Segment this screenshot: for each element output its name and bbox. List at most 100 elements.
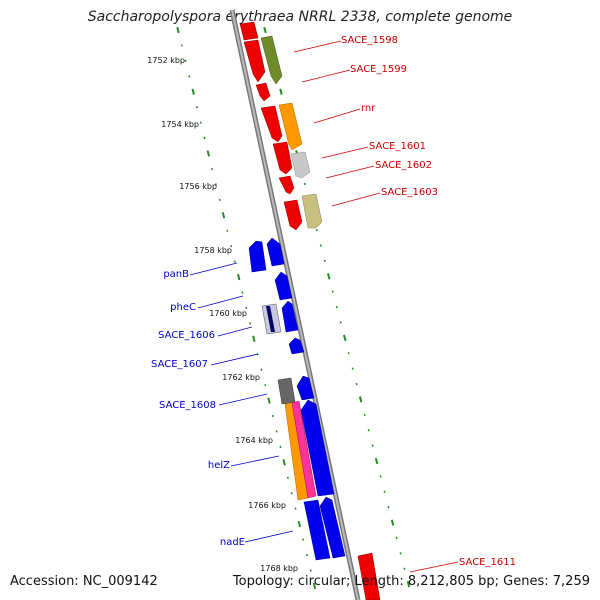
gene-feature[interactable]	[255, 82, 271, 102]
gene-feature[interactable]	[357, 552, 381, 600]
minor-tick	[214, 183, 217, 186]
minor-tick	[264, 384, 267, 387]
minor-tick	[303, 182, 306, 186]
minor-tick	[302, 538, 305, 541]
minor-tick	[347, 352, 350, 355]
minor-tick	[241, 291, 244, 294]
major-tick	[221, 212, 226, 219]
gene-feature[interactable]	[283, 199, 303, 231]
reverse-gene-labels: panB pheC SACE_1606 SACE_1607 SACE_1608 …	[151, 262, 294, 548]
gene-feature[interactable]	[243, 39, 266, 83]
forward-gene-labels: SACE_1598 SACE_1599 rnr SACE_1601 SACE_1…	[293, 35, 516, 573]
gene-feature[interactable]	[266, 237, 285, 267]
minor-tick	[315, 228, 318, 232]
ruler-label-1766: 1766 kbp	[248, 501, 286, 510]
minor-tick	[294, 507, 297, 510]
minor-tick	[367, 429, 370, 432]
ruler-label-1764: 1764 kbp	[235, 436, 273, 445]
ruler-label-1768: 1768 kbp	[260, 564, 298, 573]
reverse-strand-features	[248, 237, 346, 561]
gene-label-sace-1606[interactable]: SACE_1606	[158, 330, 215, 341]
ruler-label-1760: 1760 kbp	[209, 309, 247, 318]
minor-tick	[399, 552, 402, 555]
minor-tick	[363, 413, 366, 416]
major-tick	[263, 26, 267, 34]
minor-tick	[351, 367, 354, 370]
minor-tick	[184, 59, 187, 63]
gene-feature[interactable]	[239, 21, 259, 41]
genome-backbone	[229, 9, 361, 600]
major-tick	[282, 459, 286, 466]
minor-tick	[260, 368, 263, 371]
topology-text: Topology: circular; Length: 8,212,805 bp…	[232, 574, 590, 589]
major-tick	[267, 397, 271, 404]
major-tick	[297, 520, 302, 528]
ruler-label-1754: 1754 kbp	[161, 120, 199, 129]
gene-feature[interactable]	[291, 400, 317, 499]
minor-tick	[203, 136, 206, 140]
gene-feature[interactable]	[281, 300, 299, 333]
gene-feature[interactable]	[266, 306, 275, 332]
accession-text: Accession: NC_009142	[10, 574, 158, 589]
minor-tick	[188, 75, 191, 78]
ruler-label-1752: 1752 kbp	[147, 56, 185, 65]
gene-label-sace-1611[interactable]: SACE_1611	[459, 557, 516, 568]
major-tick	[312, 582, 317, 590]
gene-feature[interactable]	[272, 141, 293, 175]
gene-label-phec[interactable]: pheC	[170, 302, 196, 313]
gene-feature[interactable]	[248, 240, 267, 273]
minor-tick	[218, 198, 221, 201]
gene-feature[interactable]	[278, 102, 303, 151]
gene-feature[interactable]	[274, 271, 293, 301]
gene-feature[interactable]	[260, 105, 283, 143]
major-tick	[390, 519, 395, 526]
minor-tick	[383, 490, 386, 493]
major-tick	[237, 273, 241, 281]
minor-tick	[249, 322, 252, 325]
major-tick	[406, 580, 411, 588]
minor-tick	[233, 260, 236, 263]
gene-label-nade[interactable]: nadE	[220, 537, 245, 548]
major-tick	[279, 88, 283, 95]
gene-feature[interactable]	[301, 193, 323, 229]
gene-label-sace-1598[interactable]: SACE_1598	[341, 35, 398, 46]
gene-label-sace-1602[interactable]: SACE_1602	[375, 160, 432, 171]
gene-label-sace-1608[interactable]: SACE_1608	[159, 400, 216, 411]
major-tick	[176, 26, 180, 34]
minor-tick	[335, 305, 338, 309]
gene-feature[interactable]	[319, 496, 346, 559]
gene-feature[interactable]	[260, 35, 283, 85]
minor-tick	[339, 321, 342, 324]
gene-feature[interactable]	[303, 499, 331, 561]
gene-label-sace-1607[interactable]: SACE_1607	[151, 359, 208, 370]
inner-tick-ring	[176, 26, 317, 590]
map-title: Saccharopolyspora erythraea NRRL 2338, c…	[87, 9, 513, 25]
major-tick	[191, 88, 195, 95]
gene-feature[interactable]	[290, 151, 311, 179]
ruler-label-1762: 1762 kbp	[222, 373, 260, 382]
minor-tick	[323, 259, 326, 263]
gene-feature[interactable]	[277, 377, 296, 405]
gene-label-sace-1603[interactable]: SACE_1603	[381, 187, 438, 198]
minor-tick	[195, 106, 198, 109]
major-tick	[252, 335, 256, 342]
forward-strand-features	[239, 21, 381, 600]
gene-label-sace-1599[interactable]: SACE_1599	[350, 64, 407, 75]
minor-tick	[371, 444, 374, 447]
minor-tick	[395, 536, 398, 540]
minor-tick	[355, 382, 358, 386]
gene-label-helz[interactable]: helZ	[208, 460, 230, 471]
major-tick	[327, 273, 331, 280]
gene-label-panb[interactable]: panB	[163, 269, 189, 280]
major-tick	[206, 150, 211, 157]
gene-label-sace-1601[interactable]: SACE_1601	[369, 141, 426, 152]
gene-feature[interactable]	[288, 337, 305, 355]
gene-feature[interactable]	[300, 399, 335, 497]
gene-label-rnr[interactable]: rnr	[361, 103, 376, 114]
ruler-label-1756: 1756 kbp	[179, 182, 217, 191]
gene-feature[interactable]	[296, 375, 315, 401]
minor-tick	[199, 121, 202, 124]
gene-feature[interactable]	[278, 175, 295, 195]
major-tick	[343, 334, 347, 342]
